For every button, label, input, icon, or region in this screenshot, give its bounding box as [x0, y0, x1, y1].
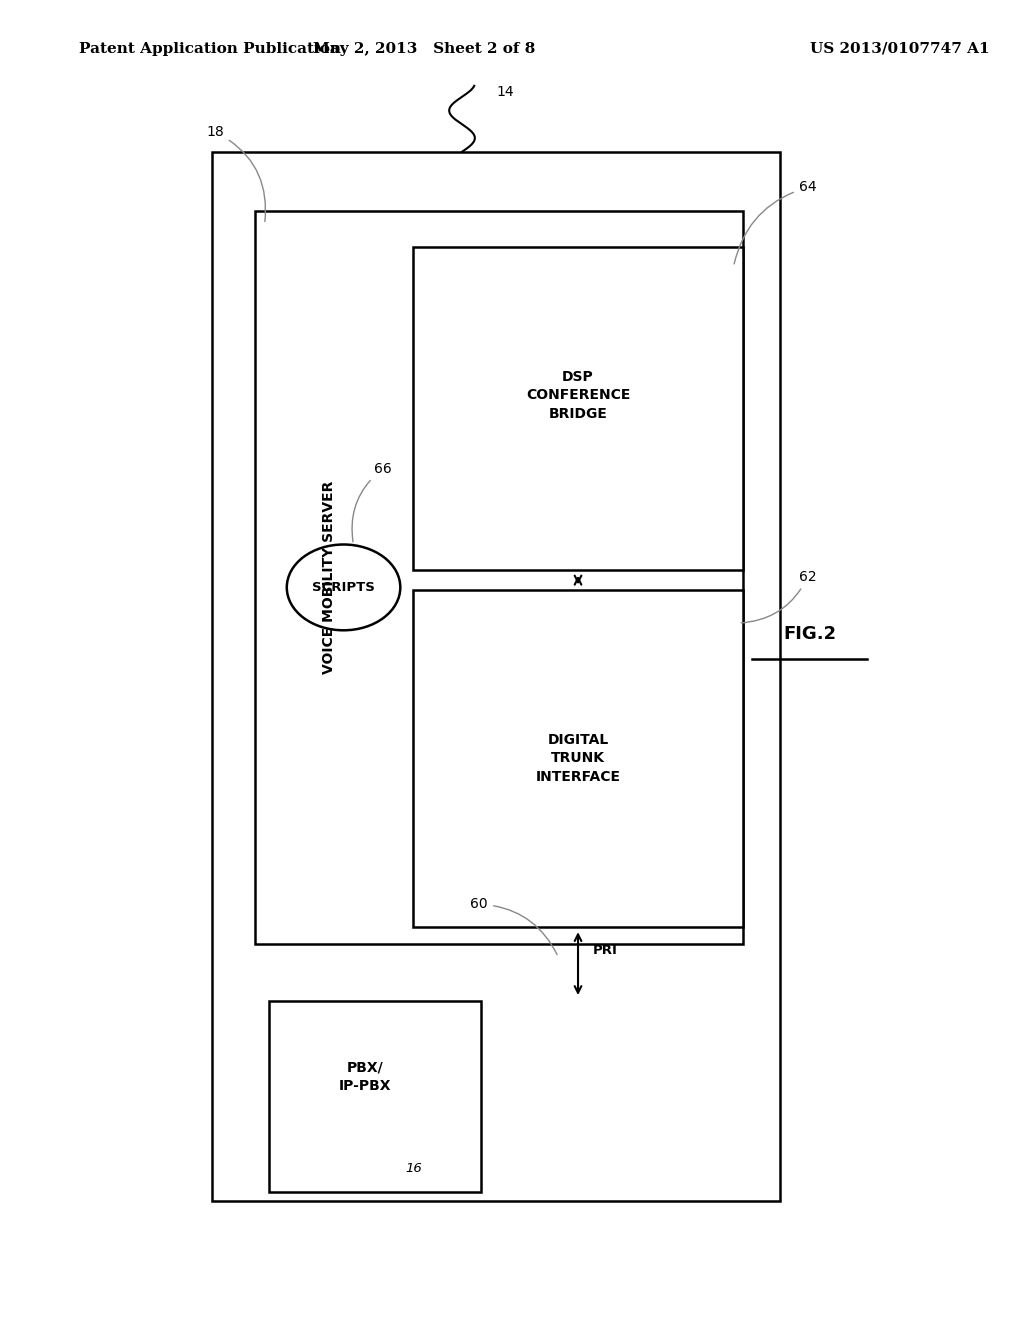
Ellipse shape	[287, 544, 400, 631]
Text: 66: 66	[352, 462, 392, 541]
Text: May 2, 2013   Sheet 2 of 8: May 2, 2013 Sheet 2 of 8	[313, 42, 536, 55]
Text: US 2013/0107747 A1: US 2013/0107747 A1	[810, 42, 989, 55]
Text: DIGITAL
TRUNK
INTERFACE: DIGITAL TRUNK INTERFACE	[536, 733, 621, 784]
Text: FIG.2: FIG.2	[783, 624, 836, 643]
Bar	[413, 590, 743, 927]
Bar	[255, 211, 743, 944]
Text: PRI: PRI	[593, 944, 617, 957]
Text: Patent Application Publication: Patent Application Publication	[79, 42, 341, 55]
Text: 62: 62	[741, 570, 816, 623]
Text: 64: 64	[734, 181, 816, 264]
Bar	[413, 247, 743, 570]
Text: 14: 14	[497, 86, 514, 99]
Text: SCRIPTS: SCRIPTS	[312, 581, 375, 594]
Text: VOICE MOBILITY SERVER: VOICE MOBILITY SERVER	[322, 480, 336, 675]
Text: DSP
CONFERENCE
BRIDGE: DSP CONFERENCE BRIDGE	[526, 370, 630, 421]
Bar	[268, 1001, 481, 1192]
Text: 16: 16	[406, 1162, 423, 1175]
Text: 60: 60	[470, 898, 557, 954]
Text: 18: 18	[207, 125, 265, 222]
Text: PBX/
IP-PBX: PBX/ IP-PBX	[339, 1060, 391, 1093]
Bar	[212, 152, 780, 1201]
